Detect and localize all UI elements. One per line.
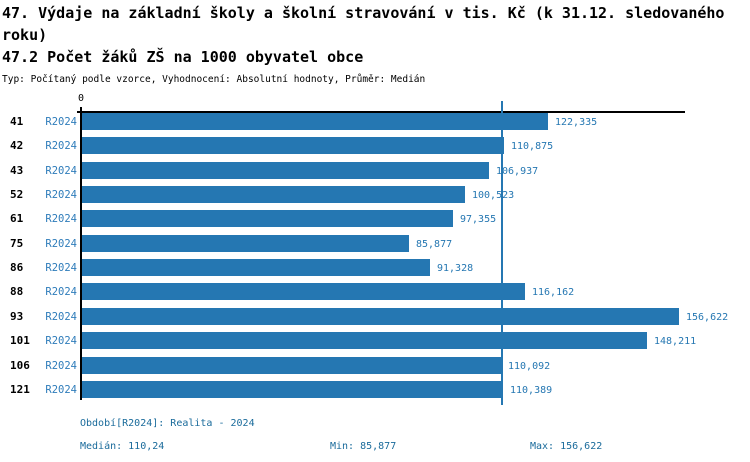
row-category: 88 <box>10 285 24 298</box>
row-series-label: R2024 <box>45 140 77 152</box>
bar <box>82 235 409 252</box>
chart-title: 47. Výdaje na základní školy a školní st… <box>2 4 725 44</box>
row-series-label: R2024 <box>45 213 77 225</box>
row-series-label: R2024 <box>45 335 77 347</box>
chart-row: 106 R2024 110,092 <box>0 357 750 375</box>
bar-value-label: 100,523 <box>472 190 515 201</box>
x-axis-line <box>77 111 685 113</box>
axis-zero-label: 0 <box>77 93 85 104</box>
row-category: 43 <box>10 164 24 177</box>
row-category: 93 <box>10 310 24 323</box>
bar-value-label: 110,092 <box>508 361 551 372</box>
chart-row: 88 R2024 116,162 <box>0 283 750 301</box>
bar-value-label: 122,335 <box>555 117 598 128</box>
chart-row: 42 R2024 110,875 <box>0 137 750 155</box>
chart-row: 41 R2024 122,335 <box>0 113 750 131</box>
bar-value-label: 110,389 <box>510 385 553 396</box>
bar <box>82 210 453 227</box>
row-series-label: R2024 <box>45 360 77 372</box>
bar <box>82 332 647 349</box>
bar <box>82 162 489 179</box>
bar <box>82 186 465 203</box>
row-series-label: R2024 <box>45 165 77 177</box>
row-category: 101 <box>10 334 30 347</box>
bar-value-label: 85,877 <box>416 239 453 250</box>
chart-rows: 41 R2024 122,335 42 R2024 110,875 43 R20… <box>0 113 750 423</box>
row-category: 121 <box>10 383 30 396</box>
row-series-label: R2024 <box>45 238 77 250</box>
footer-median: Medián: 110,24 <box>80 441 165 452</box>
row-series-label: R2024 <box>45 189 77 201</box>
bar <box>82 259 430 276</box>
row-category: 106 <box>10 359 30 372</box>
footer-period: Období[R2024]: Realita - 2024 <box>80 418 255 429</box>
row-series-label: R2024 <box>45 286 77 298</box>
row-category: 75 <box>10 237 24 250</box>
footer-max: Max: 156,622 <box>530 441 603 452</box>
bar <box>82 113 548 130</box>
bar <box>82 357 501 374</box>
row-category: 52 <box>10 188 24 201</box>
chart-row: 75 R2024 85,877 <box>0 235 750 253</box>
bar-value-label: 106,937 <box>496 166 539 177</box>
chart-row: 101 R2024 148,211 <box>0 332 750 350</box>
chart-row: 93 R2024 156,622 <box>0 308 750 326</box>
report-header: 47. Výdaje na základní školy a školní st… <box>2 2 748 86</box>
row-series-label: R2024 <box>45 116 77 128</box>
chart-row: 86 R2024 91,328 <box>0 259 750 277</box>
chart-meta: Typ: Počítaný podle vzorce, Vyhodnocení:… <box>2 74 426 85</box>
bar <box>82 308 679 325</box>
bar-value-label: 110,875 <box>511 141 554 152</box>
bar-value-label: 156,622 <box>686 312 729 323</box>
chart-row: 52 R2024 100,523 <box>0 186 750 204</box>
footer-min: Min: 85,877 <box>330 441 397 452</box>
row-series-label: R2024 <box>45 311 77 323</box>
bar-value-label: 148,211 <box>654 336 697 347</box>
row-category: 41 <box>10 115 24 128</box>
chart-subtitle: 47.2 Počet žáků ZŠ na 1000 obyvatel obce <box>2 48 364 66</box>
row-series-label: R2024 <box>45 384 77 396</box>
bar-value-label: 91,328 <box>437 263 474 274</box>
row-series-label: R2024 <box>45 262 77 274</box>
bar-value-label: 116,162 <box>532 287 575 298</box>
bar <box>82 381 503 398</box>
row-category: 86 <box>10 261 24 274</box>
y-axis-line <box>80 107 82 400</box>
median-line <box>501 101 503 405</box>
chart-row: 61 R2024 97,355 <box>0 210 750 228</box>
bar <box>82 137 504 154</box>
chart-row: 43 R2024 106,937 <box>0 162 750 180</box>
bar <box>82 283 525 300</box>
row-category: 61 <box>10 212 24 225</box>
bar-value-label: 97,355 <box>460 214 497 225</box>
row-category: 42 <box>10 139 24 152</box>
chart-row: 121 R2024 110,389 <box>0 381 750 399</box>
